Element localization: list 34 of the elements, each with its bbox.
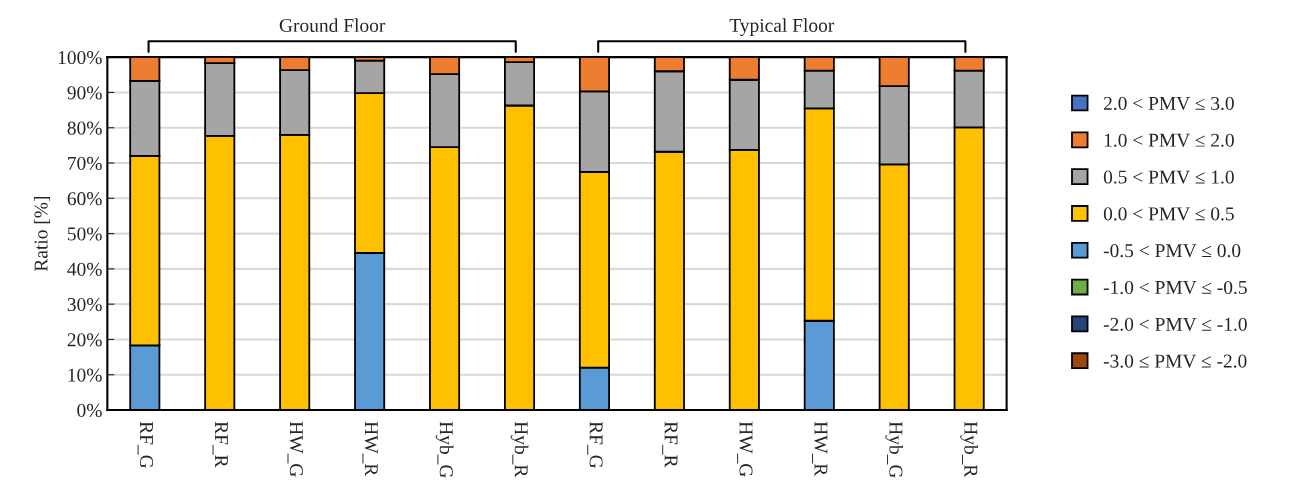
text: Typical Floor <box>729 18 835 36</box>
y-tick-label: 40% <box>67 262 102 276</box>
x-tick-label: HW_R <box>362 421 378 477</box>
y-tick-label: 30% <box>67 297 102 312</box>
legend-label: 0.5 < PMV ≤ 1.0 <box>1103 170 1234 184</box>
x-tick-label: Hyb_G <box>435 421 454 478</box>
y-axis-title: Ratio [%] <box>33 196 51 272</box>
y-tick-label: 20% <box>67 333 102 347</box>
x-tick-label: RF_G <box>587 421 603 469</box>
y-tick-label: 90% <box>67 86 102 100</box>
x-tick-label: Hyb_R <box>960 421 978 478</box>
x-tick-label: Hyb_G <box>885 421 904 478</box>
legend-label: -1.0 < PMV ≤ -0.5 <box>1103 280 1247 295</box>
legend-label: 1.0 < PMV ≤ 2.0 <box>1104 133 1234 147</box>
x-tick-label: HW_R <box>812 421 828 477</box>
x-tick-label: RF_R <box>662 421 678 468</box>
y-tick-label: 80% <box>67 121 102 135</box>
legend-label: -0.5 < PMV ≤ 0.0 <box>1103 244 1241 258</box>
y-tick-label: 60% <box>67 192 102 206</box>
legend-label: 0.0 < PMV ≤ 0.5 <box>1103 207 1234 221</box>
y-tick-label: 50% <box>67 227 102 241</box>
x-tick-label: RF_R <box>212 421 228 468</box>
y-tick-label: 0% <box>77 403 102 418</box>
y-tick-label: 10% <box>68 368 102 382</box>
x-tick-label: Hyb_R <box>510 421 529 478</box>
y-tick-label: 70% <box>68 156 102 171</box>
x-tick-label: RF_G <box>137 421 154 469</box>
x-tick-label: HW_G <box>287 421 303 477</box>
text: Ground Floor <box>279 18 386 33</box>
legend-label: -2.0 < PMV ≤ -1.0 <box>1103 317 1247 331</box>
legend-label: -3.0 ≤ PMV ≤ -2.0 <box>1103 354 1247 368</box>
legend-label: 2.0 < PMV ≤ 3.0 <box>1103 96 1234 111</box>
x-tick-label: HW_G <box>737 421 753 477</box>
y-tick-label: 100% <box>58 50 102 65</box>
